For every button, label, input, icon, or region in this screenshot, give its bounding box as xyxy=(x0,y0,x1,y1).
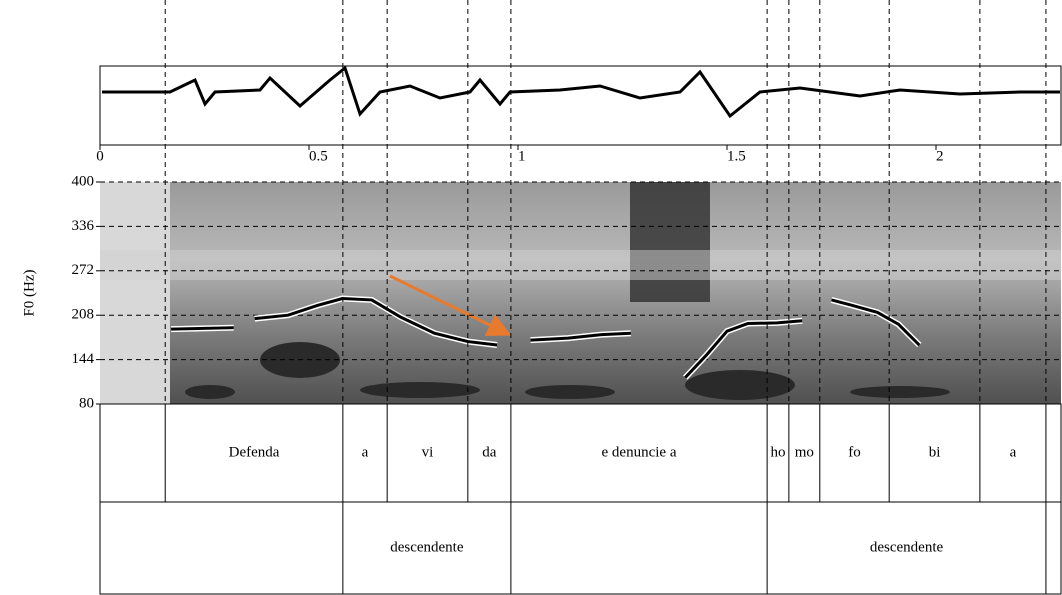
tier-label: e denuncie a xyxy=(602,444,677,460)
tier-box xyxy=(99,403,1062,595)
tier-label: fo xyxy=(848,444,861,460)
y-tick-label: 272 xyxy=(72,262,95,278)
x-tick-label: 2 xyxy=(936,148,944,164)
tier-label: vi xyxy=(422,444,434,460)
y-tick-label: 400 xyxy=(72,173,95,189)
arrow xyxy=(389,274,512,336)
tier-label: ho xyxy=(770,444,785,460)
spectrogram-band xyxy=(100,250,1061,280)
x-tick-label: 1 xyxy=(518,148,526,164)
tier-label: da xyxy=(482,444,497,460)
waveform xyxy=(102,65,1060,119)
waveform-box xyxy=(99,65,1062,146)
y-tick-label: 144 xyxy=(72,351,95,367)
f0-contour xyxy=(171,297,921,379)
y-tick-label: 336 xyxy=(72,218,95,234)
y-tick-label: 80 xyxy=(79,395,94,411)
tier-label: a xyxy=(1010,444,1017,460)
tier-label: mo xyxy=(795,444,814,460)
x-tick-label: 0.5 xyxy=(309,148,328,164)
y-tick-label: 208 xyxy=(72,307,95,323)
x-tick-label: 1.5 xyxy=(727,148,746,164)
spectrogram-silence xyxy=(100,182,170,404)
y-axis-label: F0 (Hz) xyxy=(21,269,37,316)
tier-label: a xyxy=(362,444,369,460)
tier-label: descendente xyxy=(870,539,944,555)
spectrogram xyxy=(100,182,1061,404)
tier-label: descendente xyxy=(390,539,464,555)
tier-label: bi xyxy=(929,444,941,460)
tier-label: Defenda xyxy=(229,444,280,460)
x-tick-label: 0 xyxy=(96,148,104,164)
spectrogram-fricative xyxy=(630,182,710,302)
